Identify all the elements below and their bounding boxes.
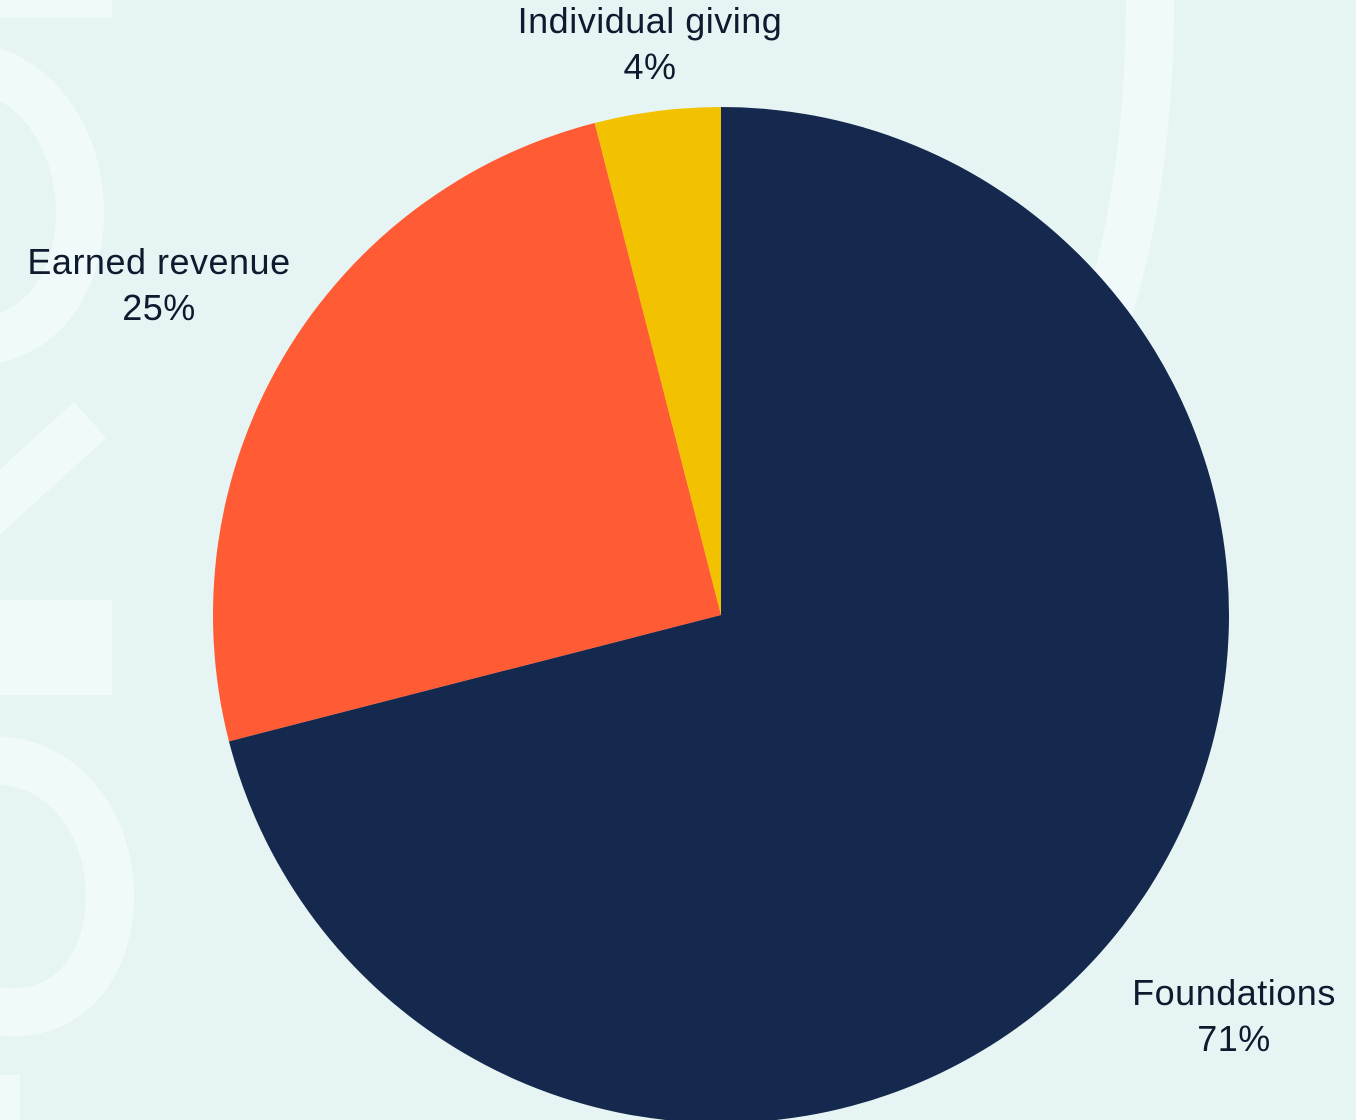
slice-name: Individual giving: [517, 0, 783, 41]
watermark-arc-top: [0, 48, 104, 363]
watermark-bar-2: [0, 600, 112, 695]
slice-name: Foundations: [1132, 972, 1336, 1013]
pie-slice-individual-giving: [594, 107, 721, 615]
slice-value: 25%: [122, 287, 196, 328]
slice-label-earned-revenue: Earned revenue 25%: [0, 239, 318, 331]
slice-value: 71%: [1197, 1018, 1271, 1059]
watermark-arc-bottom: [0, 736, 134, 1037]
pie-slice-earned-revenue: [212, 122, 721, 742]
slice-name: Earned revenue: [27, 241, 291, 282]
watermark-bar-3: [0, 1075, 20, 1120]
watermark-diagonal: [0, 402, 107, 535]
slice-label-foundations: Foundations 71%: [1100, 970, 1356, 1062]
watermark-bar-1: [0, 0, 112, 18]
pie-slice-foundations: [228, 107, 1229, 1120]
slice-label-individual-giving: Individual giving 4%: [450, 0, 850, 90]
slice-value: 4%: [623, 46, 677, 87]
